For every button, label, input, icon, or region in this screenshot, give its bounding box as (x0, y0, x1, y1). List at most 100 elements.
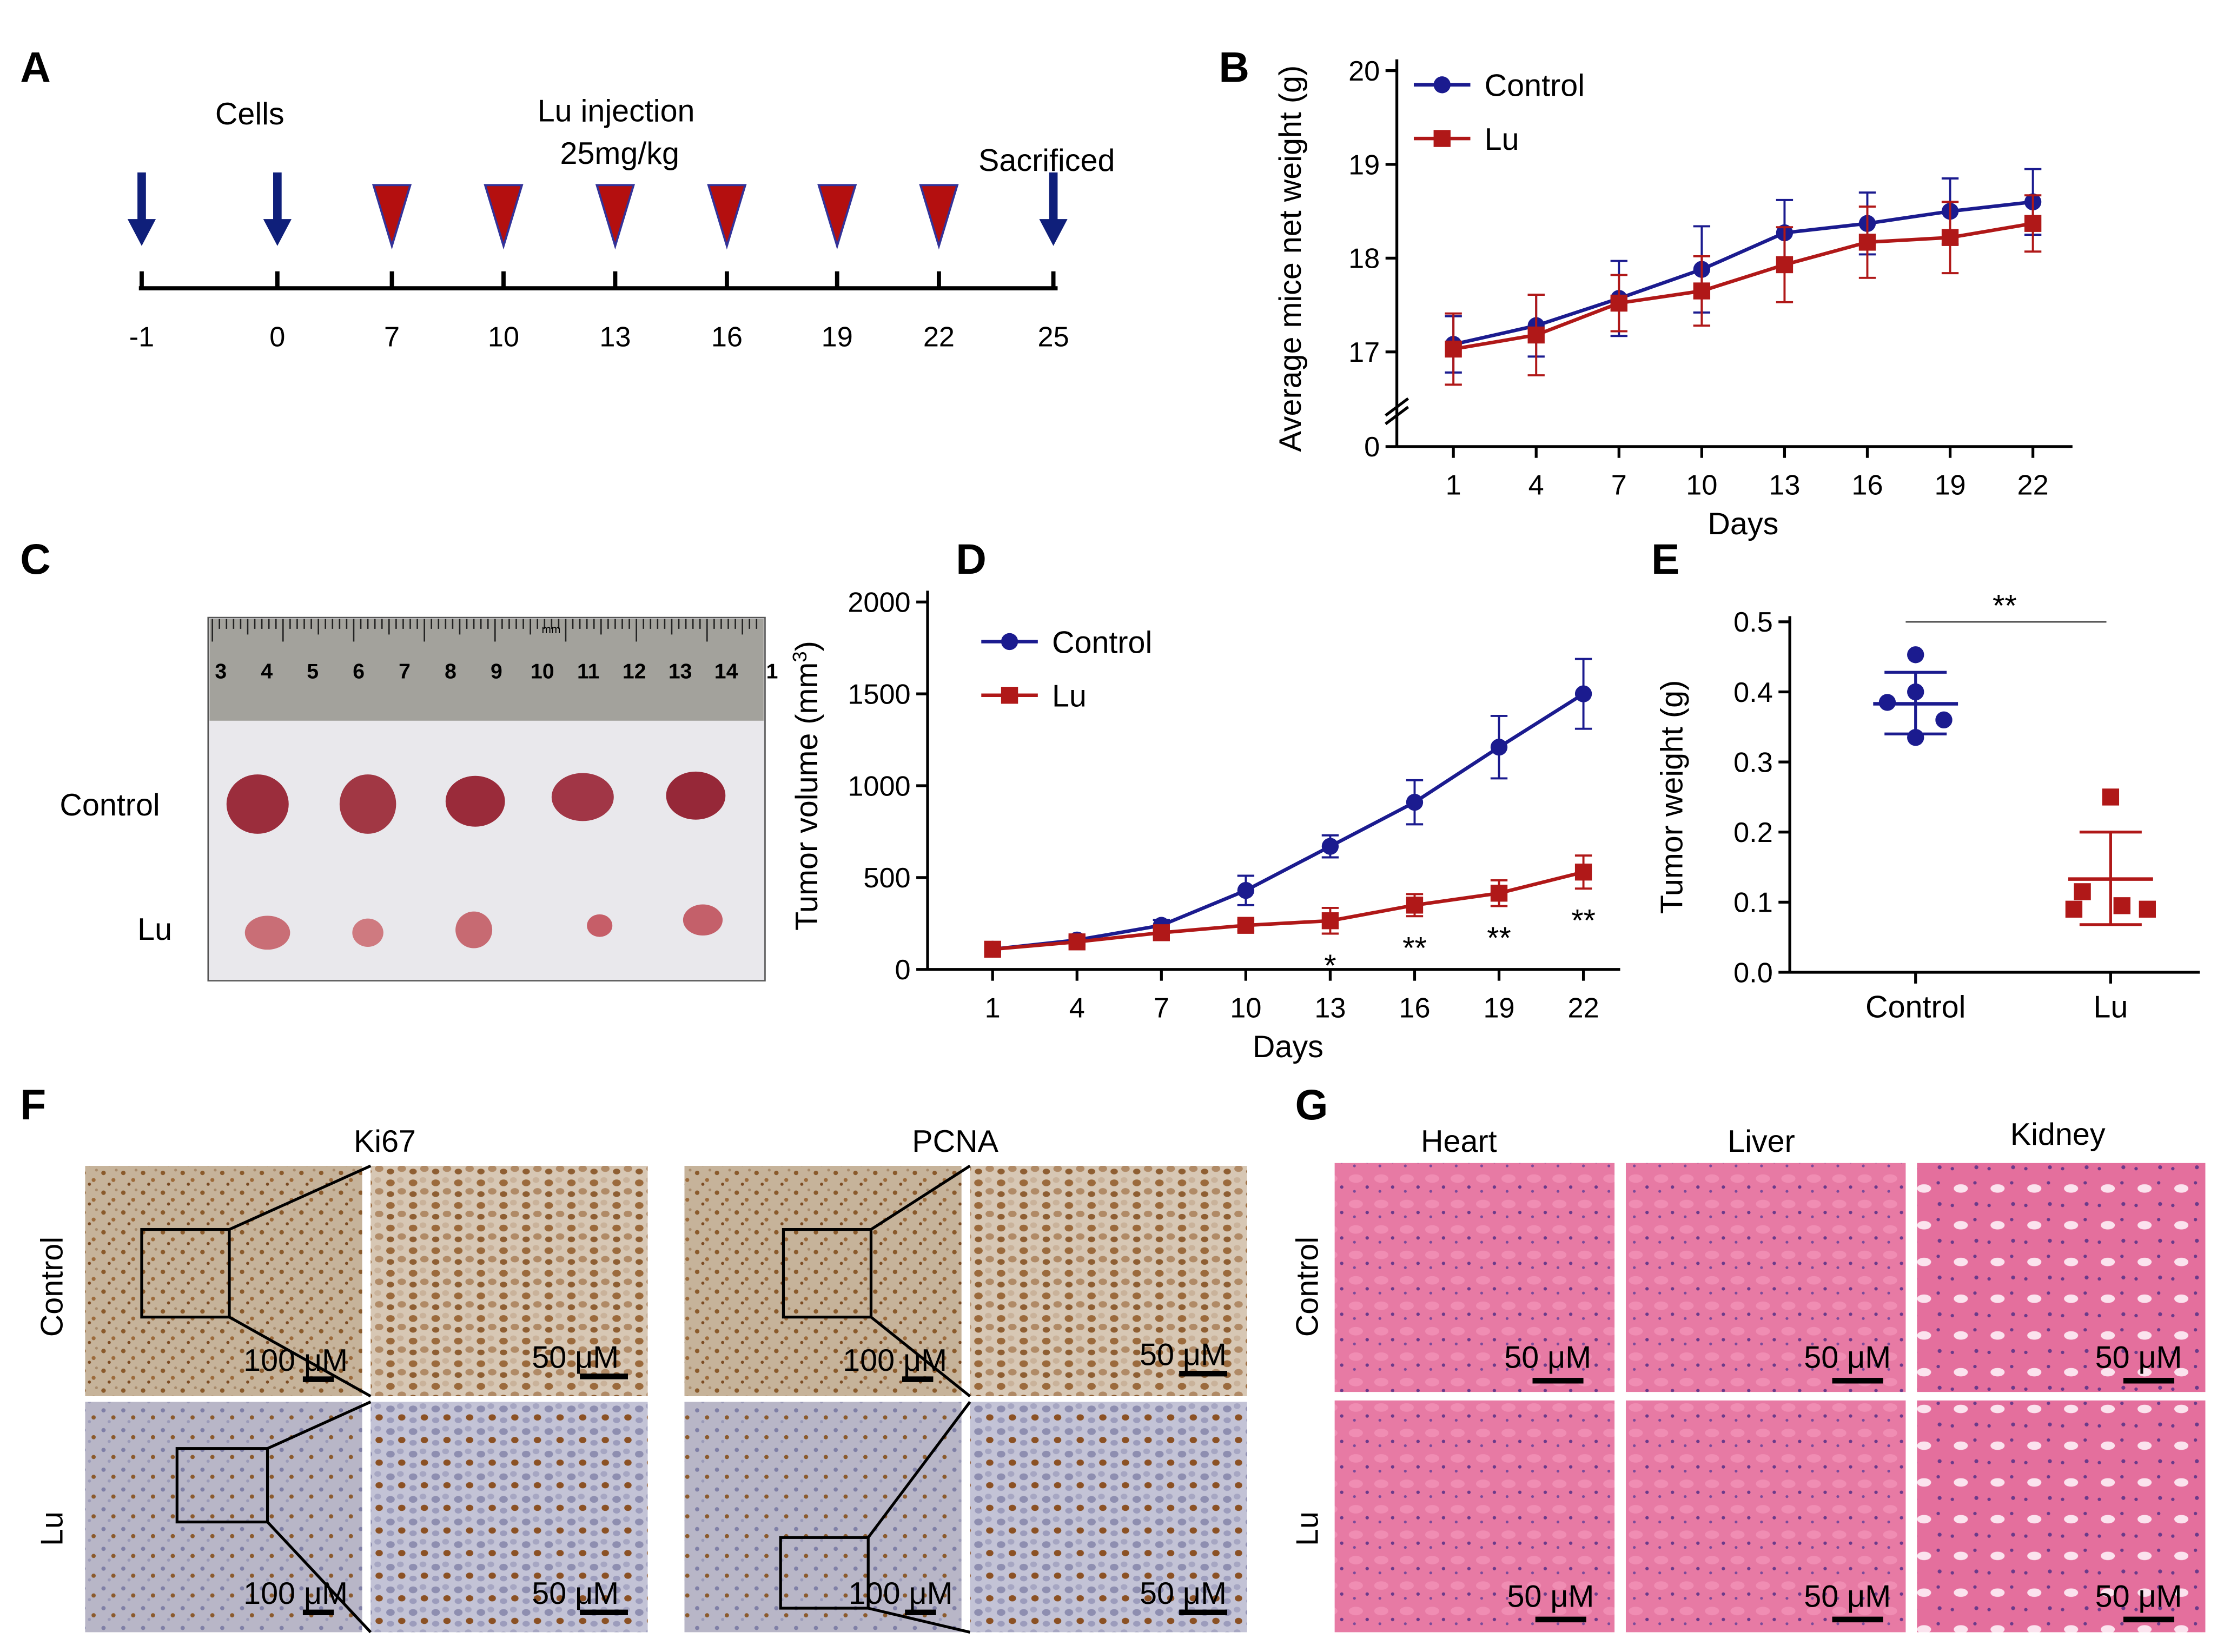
tumor-control (445, 775, 505, 827)
panel-label-c: C (20, 535, 51, 583)
he-title-kidney: Kidney (2010, 1117, 2106, 1152)
legend-label: Control (1485, 69, 1585, 103)
ruler-number: 8 (445, 660, 456, 683)
zoom-line (867, 1401, 971, 1538)
panel-c: C 3 4 5 6 7 8 9 10 11 12 13 14 1 mm Control Lu (20, 535, 778, 981)
data-point (984, 940, 1001, 958)
chart-d-plot: 0 500 1000 1500 2000 1 4 7 10 13 16 19 22 Days Tumor v… (789, 587, 1620, 1064)
x-tick-label: Lu (2093, 990, 2128, 1025)
ihc-row-lu: Lu (35, 1511, 70, 1546)
panel-label-g: G (1295, 1081, 1328, 1129)
x-tick-label: 22 (1568, 993, 1599, 1024)
x-tick-label: 19 (1934, 470, 1965, 501)
ihc-pcna-control-high (970, 1166, 1247, 1396)
ruler-number: 6 (353, 660, 365, 683)
data-point (1237, 917, 1255, 934)
he-scale-bars: 50 μM 50 μM 50 μM 50 μM 50 μM 50 μM (1504, 1341, 2182, 1623)
ruler-number: 13 (669, 660, 692, 683)
he-liver-lu (1625, 1400, 1906, 1633)
panel-label-d: D (956, 535, 987, 583)
timeline-tick-label: 25 (1038, 321, 1069, 353)
series-line (1453, 200, 2033, 347)
data-point (1321, 912, 1339, 930)
y-tick-label: 0.3 (1733, 747, 1773, 778)
y-tick-label: 0.5 (1733, 607, 1773, 638)
series-control: Control (1413, 69, 2042, 374)
x-tick-label: 10 (1230, 993, 1261, 1024)
zoom-line (868, 1607, 970, 1634)
x-axis-label: Days (1253, 1030, 1323, 1064)
he-kidney-lu (1917, 1400, 2206, 1633)
legend-marker (1001, 687, 1018, 704)
ruler-number: 3 (215, 660, 227, 683)
photo-row-control: Control (59, 788, 160, 822)
zoom-boxes (140, 1164, 971, 1634)
y-tick-label: 500 (863, 863, 910, 894)
tumor-control (666, 771, 726, 820)
x-tick-label: 7 (1611, 470, 1627, 501)
axis-break (1385, 397, 1409, 417)
scale-label: 50 μM (1140, 1576, 1227, 1611)
timeline-tick-label: 16 (711, 321, 743, 353)
x-tick-label: Control (1865, 990, 1965, 1025)
data-point (1693, 282, 1711, 300)
ruler-ticks: 3 4 5 6 7 8 9 10 11 12 13 14 1 (211, 619, 778, 683)
x-tick-label: 19 (1483, 993, 1514, 1024)
ihc-pcna-lu-low (684, 1402, 962, 1633)
x-tick-label: 4 (1069, 993, 1085, 1024)
ruler-number: 9 (491, 660, 502, 683)
ihc-ki67-lu-low (85, 1402, 362, 1633)
legend-label: Control (1052, 625, 1152, 660)
data-point (1237, 881, 1255, 899)
x-tick-label: 1 (985, 993, 1001, 1024)
scale-label: 50 μM (2095, 1341, 2182, 1375)
chart-b-plot: 0 17 18 19 20 1 4 7 10 13 16 19 22 Days Average mice n… (1273, 56, 2073, 541)
zoom-line (267, 1401, 372, 1450)
ruler-number: 10 (531, 660, 554, 683)
ihc-ki67-lu-high (370, 1402, 648, 1633)
data-point (2113, 897, 2130, 914)
significance-mark: ** (1487, 921, 1511, 956)
tumor-lu (352, 918, 383, 947)
timeline-tick-label: 7 (384, 321, 400, 353)
group-control: Control (1865, 646, 1965, 1025)
series-control: Control (981, 625, 1592, 958)
y-axis-label: Average mice net weight (g) (1273, 65, 1308, 452)
timeline-arrow-head (263, 219, 292, 246)
y-tick-label: 19 (1348, 149, 1380, 181)
dose-label: 25mg/kg (560, 136, 679, 171)
data-point (1406, 793, 1424, 811)
y-tick-label: 17 (1348, 337, 1380, 368)
data-point (1878, 694, 1896, 711)
panel-label-e: E (1651, 535, 1679, 583)
timeline-tick-label: 22 (923, 321, 955, 353)
data-point (1490, 885, 1508, 902)
scale-label: 50 μM (1507, 1579, 1594, 1614)
data-point (1610, 294, 1627, 312)
data-point (2139, 900, 2156, 918)
injection-marker (484, 184, 524, 250)
legend-marker (1433, 130, 1451, 147)
timeline-tick-label: 13 (599, 321, 631, 353)
x-tick-label: 16 (1851, 470, 1883, 501)
scale-label: 50 μM (1804, 1341, 1891, 1375)
injection-marker (372, 184, 412, 250)
he-title-liver: Liver (1728, 1124, 1795, 1159)
he-title-heart: Heart (1421, 1124, 1497, 1159)
x-tick-label: 7 (1154, 993, 1169, 1024)
control-tumors (226, 771, 726, 834)
series-lu: Lu (1413, 122, 2042, 386)
ruler-unit: mm (542, 623, 561, 636)
ruler (209, 619, 764, 721)
legend-marker (1001, 633, 1018, 651)
panel-e: E 0.0 0.1 0.2 0.3 0.4 0.5 Tumor weight (g) Cont… (1651, 535, 2200, 1025)
data-point (1907, 646, 1924, 664)
zoom-box (175, 1447, 269, 1524)
scale-label: 50 μM (1504, 1341, 1591, 1375)
axis-break (1385, 406, 1409, 426)
data-point (1858, 234, 1876, 251)
zoom-line (228, 1164, 372, 1231)
series-line (992, 692, 1585, 951)
scale-label: 50 μM (532, 1576, 619, 1611)
data-point (1527, 326, 1545, 344)
